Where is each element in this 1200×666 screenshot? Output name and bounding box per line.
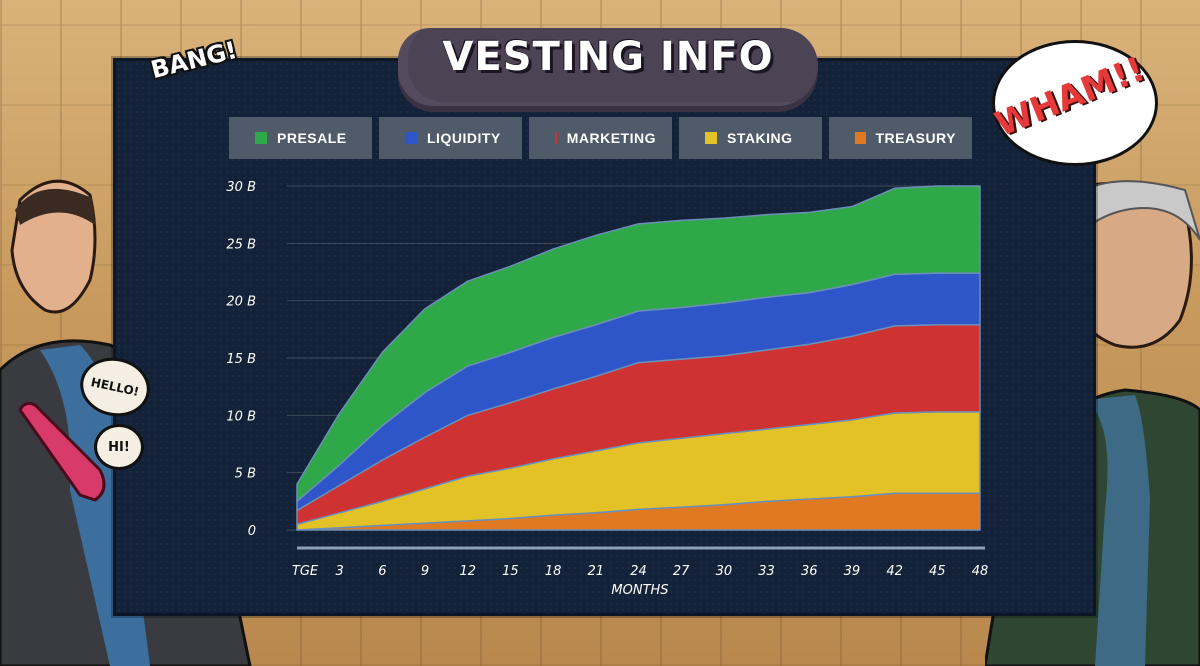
legend-item-treasury: TREASURY: [829, 117, 972, 159]
legend-swatch-treasury: [855, 132, 866, 144]
x-tick-label: 36: [801, 564, 818, 579]
legend-item-liquidity: LIQUIDITY: [379, 117, 522, 159]
x-tick-label: 15: [502, 564, 519, 579]
page-title: VESTING INFO: [442, 34, 774, 80]
x-tick-label: 6: [378, 564, 386, 579]
x-tick-label: 45: [929, 564, 946, 579]
y-tick-label: 25 B: [226, 237, 256, 252]
y-tick-label: 20 B: [226, 295, 256, 310]
y-tick-label: 15 B: [226, 352, 256, 367]
x-tick-label: 21: [588, 564, 605, 579]
legend-swatch-liquidity: [405, 132, 417, 144]
y-tick-label: 10 B: [226, 409, 256, 424]
x-tick-label: TGE: [292, 564, 319, 579]
x-tick-label: 24: [630, 564, 647, 579]
x-tick-label: 33: [758, 564, 775, 579]
legend-swatch-presale: [255, 132, 267, 144]
x-tick-label: 12: [459, 564, 476, 579]
x-tick-label: 48: [972, 564, 989, 579]
x-axis-label: MONTHS: [611, 583, 668, 598]
legend-swatch-marketing: [555, 132, 557, 144]
chart-legend: PRESALE LIQUIDITY MARKETING STAKING TREA…: [229, 117, 972, 159]
legend-item-staking: STAKING: [679, 117, 822, 159]
area-presale: [296, 185, 981, 503]
title-cloud: [398, 28, 818, 106]
x-tick-label: 27: [673, 564, 690, 579]
legend-item-marketing: MARKETING: [529, 117, 672, 159]
x-tick-label: 3: [336, 564, 344, 579]
legend-label: LIQUIDITY: [427, 130, 501, 146]
legend-label: TREASURY: [875, 130, 956, 146]
x-tick-label: 18: [545, 564, 562, 579]
legend-swatch-staking: [705, 132, 717, 144]
wham-speech-bubble: [992, 40, 1158, 166]
x-tick-label: 42: [886, 564, 903, 579]
x-tick-label: 39: [844, 564, 861, 579]
legend-label: STAKING: [727, 130, 793, 146]
y-tick-label: 0: [248, 524, 256, 539]
x-tick-label: 30: [716, 564, 733, 579]
legend-label: PRESALE: [277, 130, 347, 146]
legend-label: MARKETING: [566, 130, 656, 146]
legend-item-presale: PRESALE: [229, 117, 372, 159]
y-tick-label: 5 B: [235, 467, 256, 482]
y-tick-label: 30 B: [226, 180, 256, 195]
hi-speech-bubble: HI!: [94, 424, 144, 470]
x-tick-label: 9: [421, 564, 429, 579]
